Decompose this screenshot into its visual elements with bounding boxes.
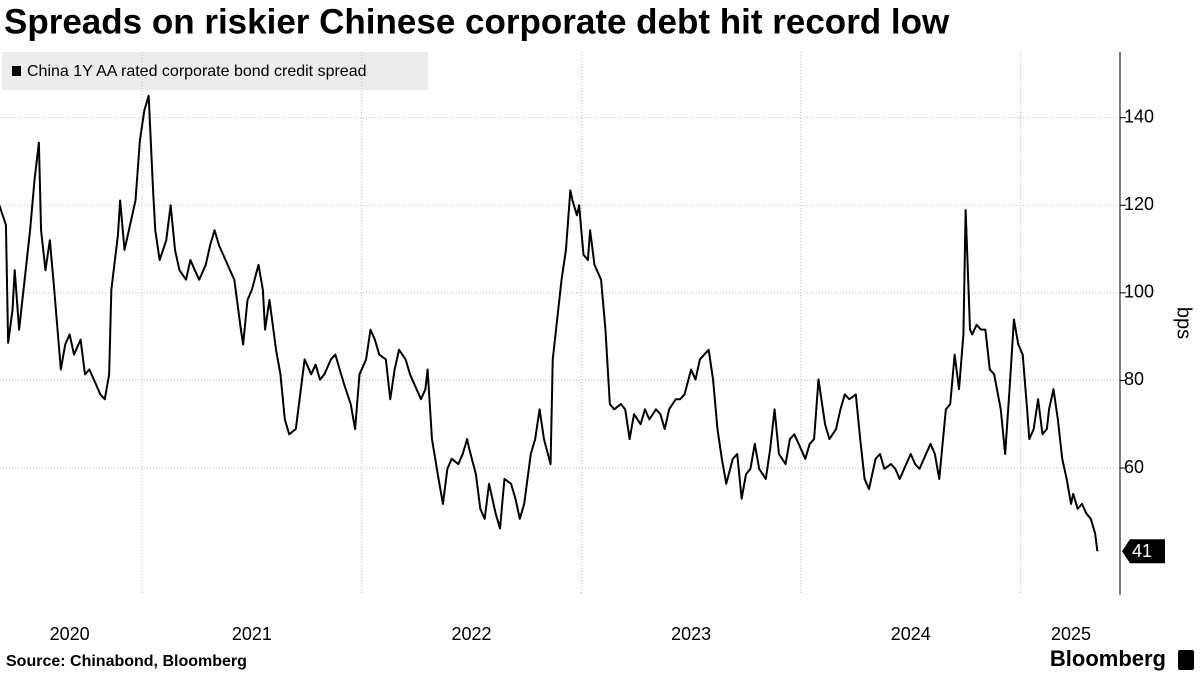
x-tick-label: 2022 xyxy=(451,624,491,644)
brand-icon xyxy=(1178,650,1194,670)
legend-swatch xyxy=(12,66,21,76)
x-tick-label: 2024 xyxy=(891,624,931,644)
y-tick-label: 60 xyxy=(1124,457,1144,477)
line xyxy=(0,94,1099,552)
legend-box xyxy=(2,52,428,90)
y-tick-label: 80 xyxy=(1124,369,1144,389)
x-tick-label: 2025 xyxy=(1051,624,1091,644)
y-tick-label: 120 xyxy=(1124,194,1154,214)
x-tick-label: 2020 xyxy=(50,624,90,644)
x-tick-label: 2021 xyxy=(232,624,272,644)
legend-label: China 1Y AA rated corporate bond credit … xyxy=(27,63,366,80)
chart-title: Spreads on riskier Chinese corporate deb… xyxy=(4,2,950,41)
source: Source: Chinabond, Bloomberg xyxy=(6,653,247,670)
last-value-label: 41 xyxy=(1132,541,1152,561)
y-tick-label: 140 xyxy=(1124,106,1154,126)
last-value-tag xyxy=(1122,539,1165,564)
brand: Bloomberg xyxy=(1050,646,1166,671)
y-tick-label: 100 xyxy=(1124,282,1154,302)
y-axis-label: bps xyxy=(1173,307,1195,339)
x-tick-label: 2023 xyxy=(671,624,711,644)
